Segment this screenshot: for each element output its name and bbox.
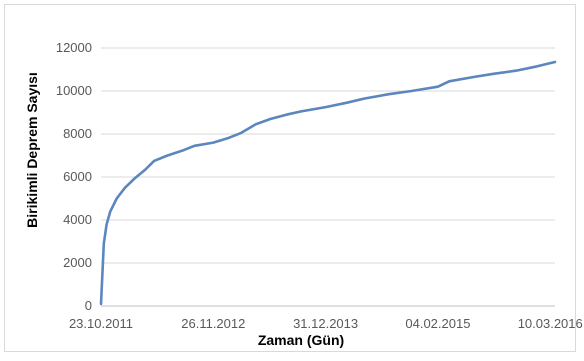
y-tick-label: 10000	[56, 83, 92, 98]
y-tick-label: 6000	[63, 169, 92, 184]
x-axis-title: Zaman (Gün)	[258, 332, 344, 348]
series-line	[99, 60, 557, 306]
y-tick-label: 12000	[56, 40, 92, 55]
y-tick-labels: 0 2000 4000 6000 8000 10000 12000	[56, 40, 92, 313]
x-tick-label: 10.03.2016	[518, 316, 583, 331]
x-tick-label: 31.12.2013	[293, 316, 358, 331]
y-axis-title: Birikimli Deprem Sayısı	[24, 72, 40, 228]
x-tick-label: 26.11.2012	[181, 316, 245, 331]
y-tick-label: 0	[85, 298, 92, 313]
y-tick-label: 2000	[63, 255, 92, 270]
chart-frame	[4, 4, 576, 352]
y-tick-label: 8000	[63, 126, 92, 141]
series-lines	[99, 60, 557, 306]
x-tick-label: 23.10.2011	[69, 316, 133, 331]
x-tick-labels: 23.10.2011 26.11.2012 31.12.2013 04.02.2015…	[69, 316, 583, 331]
x-tick-label: 04.02.2015	[405, 316, 470, 331]
y-tick-label: 4000	[63, 212, 92, 227]
gridlines	[101, 47, 555, 264]
